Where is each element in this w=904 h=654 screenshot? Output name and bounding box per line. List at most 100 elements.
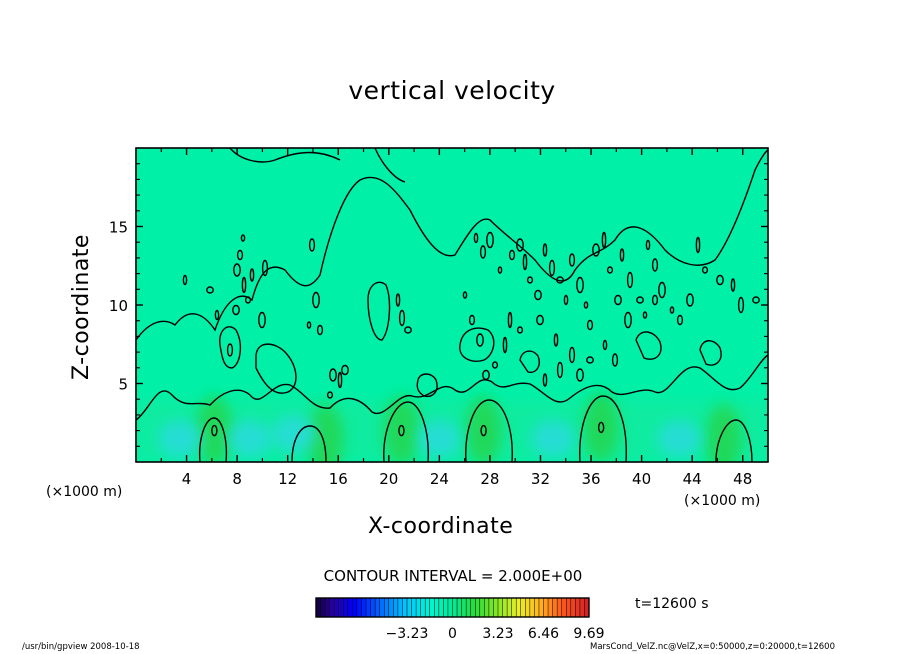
x-axis-label: X-coordinate — [368, 514, 514, 539]
contour-cell — [502, 336, 508, 354]
colorbar-swatch — [320, 598, 326, 617]
contour-cell — [395, 293, 401, 307]
colorbar-swatch — [457, 598, 462, 617]
colorbar-tick-label: 9.69 — [573, 626, 604, 642]
contour-cell — [226, 343, 234, 357]
contour-cell — [329, 368, 337, 382]
x-tick-label: 44 — [683, 470, 702, 488]
contour-line — [459, 327, 495, 362]
contour-cell — [701, 266, 709, 274]
colorbar-frame — [315, 597, 590, 618]
colorbar-swatch — [370, 598, 376, 617]
contour-cell — [611, 353, 619, 367]
contour-cell — [326, 391, 334, 399]
footer-right: MarsCond_VelZ.nc@VelZ,x=0:50000,z=0:2000… — [590, 642, 835, 652]
colorbar-swatch — [329, 598, 335, 617]
contour-line — [229, 148, 341, 163]
contour-cell — [476, 333, 484, 347]
y-tick-label: 10 — [109, 297, 128, 315]
contour-cell — [686, 293, 694, 307]
contour-core — [398, 424, 405, 437]
colorbar-swatch — [466, 598, 472, 617]
colorbar-tick-label: −3.23 — [386, 626, 429, 642]
colorbar-swatch — [534, 598, 540, 617]
contour-lines — [136, 148, 768, 462]
colorbar-swatch — [488, 598, 494, 617]
contour-cell — [240, 234, 246, 242]
x-tick-label: 36 — [581, 470, 600, 488]
contour-line — [219, 326, 242, 369]
colorbar-swatch — [511, 598, 517, 617]
y-axis-label: Z-coordinate — [69, 234, 94, 380]
contour-cell — [491, 361, 499, 369]
x-unit-label-right: (×1000 m) — [684, 493, 761, 509]
contour-cell — [601, 231, 607, 249]
colorbar-swatch — [498, 598, 503, 617]
contour-core — [480, 424, 487, 437]
contour-cell — [619, 248, 625, 262]
contour-cell — [306, 321, 312, 329]
contour-cell — [626, 271, 634, 289]
contour-line — [699, 340, 722, 366]
colorbar-swatch — [352, 598, 358, 617]
contour-line — [519, 350, 540, 373]
plot-area — [135, 147, 769, 463]
colorbar-swatch — [420, 598, 426, 617]
contour-line — [374, 148, 406, 183]
contour-cell — [658, 281, 666, 299]
x-axis: 4 8 12 16 20 24 28 32 36 40 44 48 — [160, 148, 752, 488]
contour-cell — [534, 289, 542, 301]
colorbar-swatch — [429, 598, 435, 617]
x-tick-label: 12 — [278, 470, 297, 488]
colorbar-swatch — [407, 598, 412, 617]
contour-line — [383, 401, 429, 462]
contour-cell — [651, 294, 659, 306]
contour-cell — [576, 276, 584, 294]
contour-cell — [542, 373, 548, 387]
contour-cell — [602, 339, 608, 351]
contour-line — [416, 373, 438, 398]
colorbar-swatch — [411, 598, 417, 617]
contour-cell — [236, 249, 244, 261]
colorbar-swatch — [434, 598, 440, 617]
colorbar-swatch — [548, 598, 553, 617]
chart-title: vertical velocity — [348, 76, 556, 105]
colorbar-swatch — [316, 598, 321, 617]
footer-left: /usr/bin/gpview 2008-10-18 — [22, 642, 140, 652]
contour-line — [465, 399, 513, 462]
contour-line — [136, 149, 768, 341]
contour-cell — [507, 311, 513, 329]
x-unit-label-left: (×1000 m) — [46, 484, 123, 500]
colorbar-tick-label: 0 — [448, 626, 457, 642]
contour-cell — [586, 356, 594, 364]
contour-cell — [516, 238, 524, 252]
contour-cell — [568, 253, 576, 267]
colorbar-swatch — [479, 598, 485, 617]
x-tick-label: 24 — [430, 470, 449, 488]
contour-cell — [553, 333, 559, 347]
contour-core — [597, 421, 605, 434]
x-tick-label: 40 — [632, 470, 651, 488]
contour-cell — [716, 274, 724, 286]
colorbar-swatch — [438, 598, 444, 617]
contour-cell — [482, 369, 490, 381]
colorbar-swatch — [397, 598, 403, 617]
colorbar-swatch — [484, 598, 490, 617]
velocity-field — [136, 393, 768, 462]
contour-cell — [258, 311, 266, 329]
x-tick-label: 16 — [329, 470, 348, 488]
colorbar-swatch — [388, 598, 394, 617]
colorbar-swatch — [579, 598, 585, 617]
contour-cell — [182, 274, 188, 286]
colorbar-swatch — [557, 598, 563, 617]
colorbar-swatch — [538, 598, 544, 617]
colorbar-swatch — [443, 598, 449, 617]
contour-cell — [669, 306, 675, 314]
contour-line — [198, 417, 228, 462]
y-axis: 5 10 15 — [109, 163, 768, 447]
contour-cell — [676, 314, 684, 326]
contour-cell — [636, 296, 644, 304]
contour-cell — [614, 294, 622, 306]
colorbar: −3.23 0 3.23 6.46 9.69 — [315, 597, 605, 642]
contour-cell — [308, 238, 316, 252]
